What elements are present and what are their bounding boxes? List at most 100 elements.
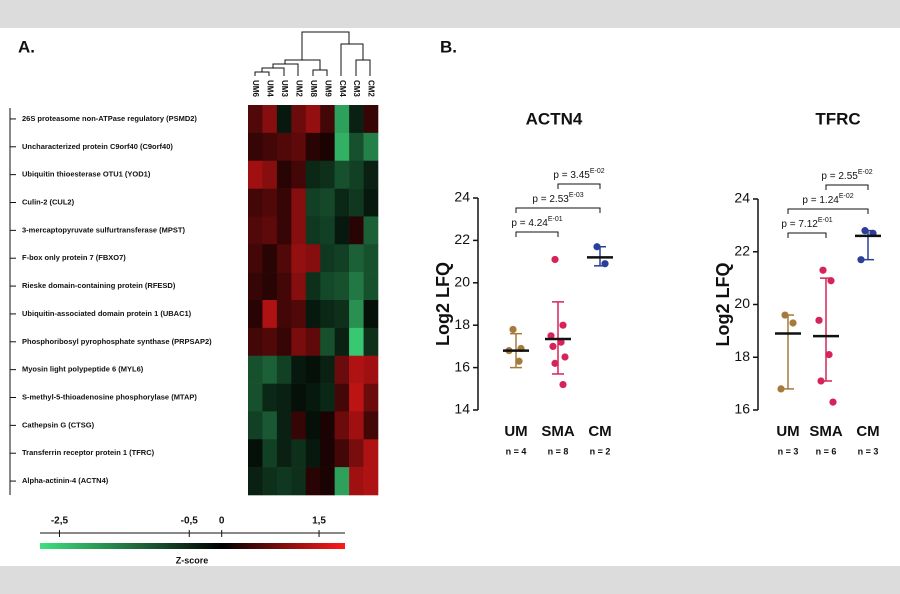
row-label: Cathepsin G (CTSG) <box>22 420 95 429</box>
heatmap-cell <box>248 327 263 357</box>
heatmap-cell <box>305 132 321 162</box>
heatmap-cell <box>363 300 379 329</box>
heatmap-cell <box>305 327 321 357</box>
data-point <box>819 266 827 274</box>
data-point <box>861 227 869 235</box>
y-tick-label: 22 <box>454 231 470 247</box>
p-value-exponent: E-02 <box>858 169 873 176</box>
row-label: 26S proteasome non-ATPase regulatory (PS… <box>22 114 197 123</box>
y-axis-label: Log2 LFQ <box>433 262 453 346</box>
heatmap-cell <box>349 355 364 384</box>
heatmap-cell <box>291 160 307 189</box>
heatmap-cell <box>248 132 263 162</box>
heatmap-cell <box>320 272 335 301</box>
p-value-text: p = 3.45 <box>553 170 590 181</box>
heatmap-cell <box>276 272 292 301</box>
n-label: n = 6 <box>816 446 837 456</box>
heatmap-cell <box>334 188 350 217</box>
column-label: UM9 <box>323 80 332 97</box>
row-label: 3-mercaptopyruvate sulfurtransferase (MP… <box>22 225 185 234</box>
heatmap-cell <box>305 439 321 468</box>
column-label: UM3 <box>280 80 289 97</box>
x-tick-label: UM <box>776 423 799 440</box>
heatmap-cell <box>262 355 278 384</box>
data-point <box>827 277 835 285</box>
heatmap-cell <box>262 132 278 162</box>
panel-label: B. <box>440 37 457 56</box>
data-point <box>549 342 557 350</box>
heatmap-cell <box>248 105 263 134</box>
bottom-bar <box>0 566 900 594</box>
significance-bracket <box>825 184 869 190</box>
heatmap-cell <box>349 216 364 245</box>
data-point <box>593 243 601 251</box>
p-value-exponent: E-03 <box>569 192 584 199</box>
p-value: p = 2.53E-03 <box>532 192 583 205</box>
y-tick-label: 18 <box>454 316 470 332</box>
heatmap-cell <box>363 132 379 162</box>
heatmap-cell <box>248 272 263 301</box>
column-label: UM8 <box>309 80 318 97</box>
heatmap-cell <box>262 327 278 357</box>
heatmap-cell <box>276 327 292 357</box>
data-point <box>559 321 567 329</box>
heatmap-cell <box>291 439 307 468</box>
significance-bracket <box>557 183 601 189</box>
data-point <box>561 353 569 361</box>
p-value-text: p = 2.53 <box>532 194 569 205</box>
heatmap-cell <box>334 355 350 384</box>
heatmap-cell <box>320 383 335 412</box>
y-tick-label: 24 <box>454 189 470 205</box>
colorbar-tick-label: 0 <box>219 516 225 527</box>
heatmap-cell <box>276 439 292 468</box>
heatmap-cell <box>349 188 364 217</box>
heatmap-cell <box>349 327 364 357</box>
heatmap-cell <box>276 216 292 245</box>
data-point <box>601 260 609 268</box>
y-tick-label: 20 <box>454 274 470 290</box>
row-label: F-box only protein 7 (FBXO7) <box>22 253 126 262</box>
p-value-text: p = 4.24 <box>511 218 548 229</box>
n-label: n = 2 <box>590 446 611 456</box>
heatmap-cell <box>320 132 335 162</box>
panel-label: A. <box>18 37 35 56</box>
y-tick-label: 20 <box>734 295 750 311</box>
n-label: n = 8 <box>548 446 569 456</box>
heatmap-cell <box>248 188 263 217</box>
row-label: Uncharacterized protein C9orf40 (C9orf40… <box>22 142 173 151</box>
heatmap-cell <box>363 244 379 273</box>
heatmap-cell <box>248 439 263 468</box>
heatmap-cell <box>334 105 350 134</box>
column-label: UM4 <box>266 80 275 97</box>
data-point <box>551 255 559 264</box>
column-label: UM6 <box>251 80 260 97</box>
heatmap-cell <box>248 383 263 412</box>
y-axis-label: Log2 LFQ <box>713 263 733 347</box>
heatmap-cell <box>305 216 321 245</box>
heatmap-cell <box>334 411 350 440</box>
heatmap-cell <box>334 327 350 357</box>
chart-title: ACTN4 <box>526 109 583 128</box>
heatmap-cell <box>248 160 263 189</box>
data-point <box>817 377 825 385</box>
y-tick-label: 22 <box>734 242 750 258</box>
heatmap-cell <box>363 160 379 189</box>
p-value-exponent: E-01 <box>818 217 833 224</box>
heatmap-cell <box>334 467 350 496</box>
heatmap-cell <box>320 411 335 440</box>
heatmap-cell <box>276 300 292 329</box>
heatmap-cell <box>363 188 379 217</box>
y-tick-label: 24 <box>734 190 750 206</box>
significance-bracket <box>787 208 869 214</box>
heatmap-cell <box>262 105 278 134</box>
heatmap-cell <box>276 244 292 273</box>
heatmap-cell <box>262 467 278 496</box>
heatmap-cell <box>262 188 278 217</box>
heatmap-cell <box>262 300 278 329</box>
heatmap-cell <box>349 383 364 412</box>
heatmap-cell <box>276 411 292 440</box>
x-tick-label: CM <box>588 423 611 440</box>
row-label: Culin-2 (CUL2) <box>22 197 75 206</box>
heatmap-cell <box>291 216 307 245</box>
